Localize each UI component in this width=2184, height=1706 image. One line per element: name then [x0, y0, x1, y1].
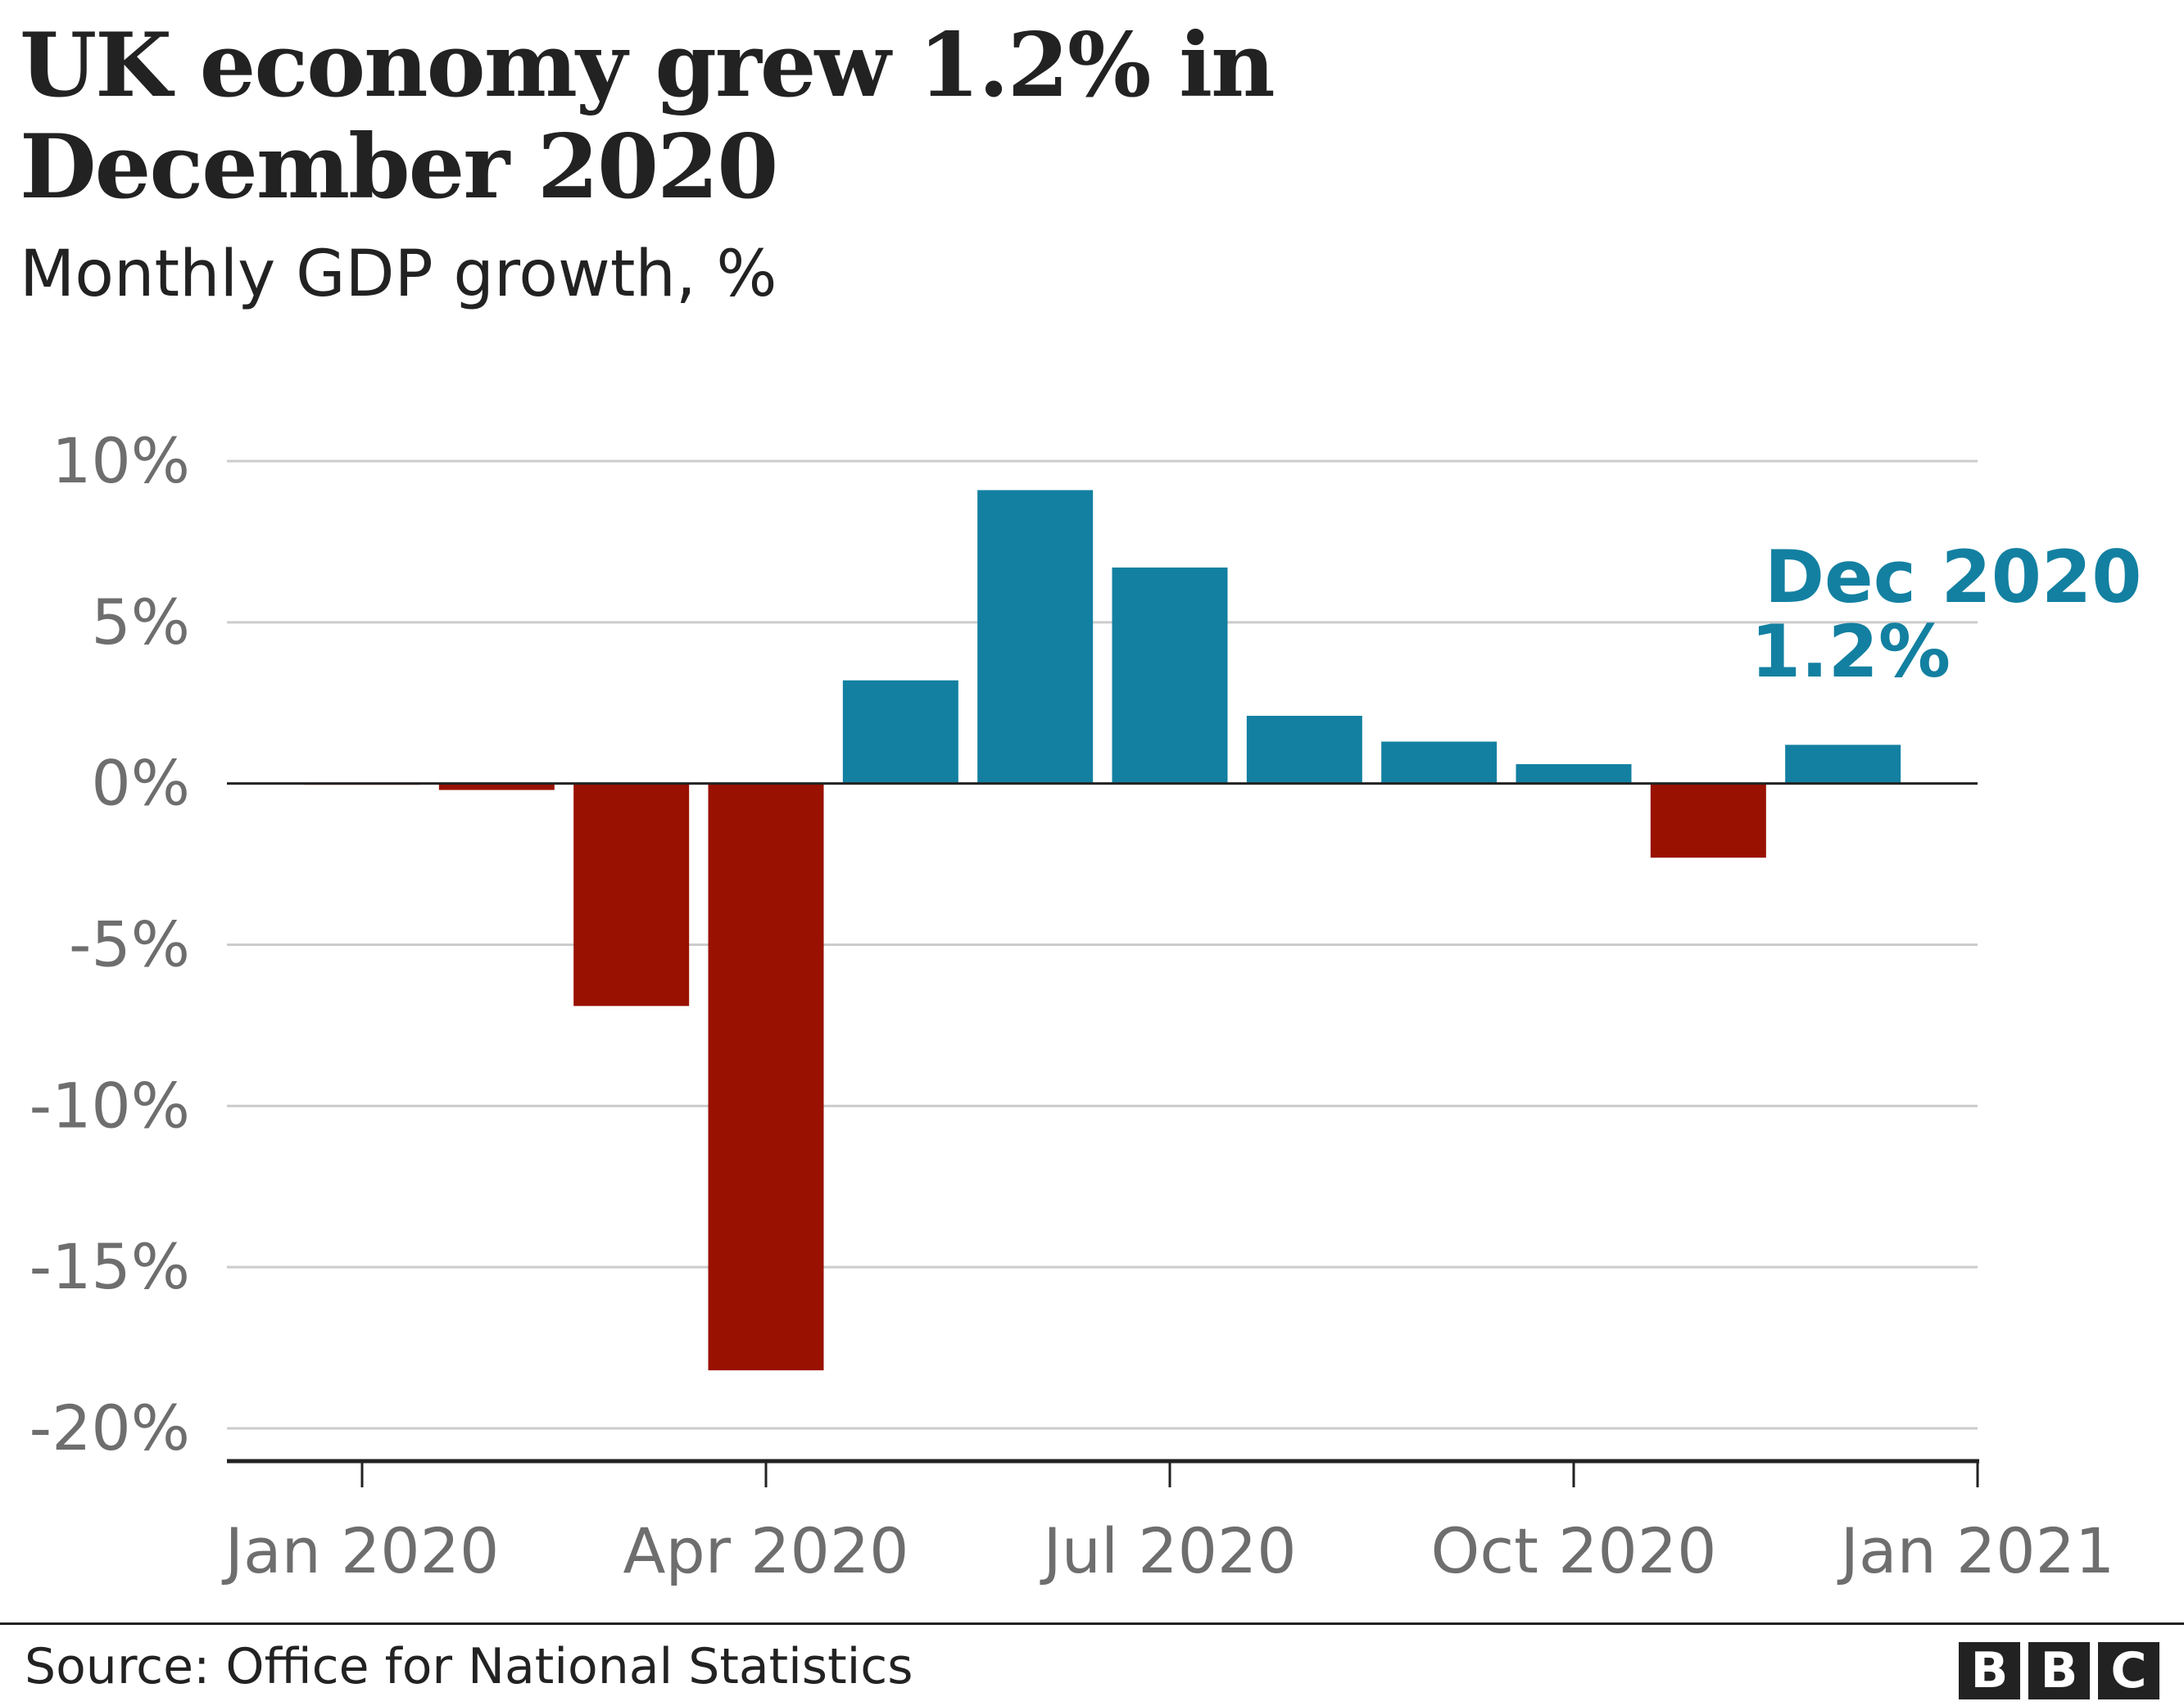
bar-oct-2020	[1516, 764, 1632, 784]
annotation-label: Dec 2020	[1765, 535, 2141, 619]
chart-subtitle: Monthly GDP growth, %	[20, 238, 777, 311]
x-tick-label: Jan 2020	[222, 1514, 500, 1587]
source-note: Source: Office for National Statistics	[25, 1638, 913, 1695]
bar-apr-2020	[708, 783, 824, 1371]
footer-divider	[0, 1622, 2184, 1625]
y-tick-label: 10%	[52, 424, 190, 497]
bar-sep-2020	[1381, 741, 1498, 784]
bar-jun-2020	[977, 490, 1094, 784]
x-tick-label: Jan 2021	[1837, 1514, 2115, 1587]
y-tick-label: 0%	[91, 747, 190, 820]
y-tick-label: -15%	[29, 1230, 190, 1303]
x-tick-label: Apr 2020	[623, 1514, 908, 1587]
bar-feb-2020	[438, 783, 555, 790]
x-tick-label: Oct 2020	[1431, 1514, 1717, 1587]
bar-jul-2020	[1112, 567, 1228, 784]
bar-mar-2020	[573, 783, 690, 1007]
bar-dec-2020	[1785, 744, 1901, 784]
y-tick-label: -10%	[29, 1069, 190, 1142]
chart-title: UK economy grew 1.2% in December 2020	[20, 14, 1276, 219]
y-tick-label: -5%	[69, 908, 190, 981]
bar-nov-2020	[1650, 783, 1766, 858]
x-tick-label: Jul 2020	[1040, 1514, 1296, 1587]
bar-aug-2020	[1246, 715, 1362, 784]
bar-may-2020	[842, 680, 958, 784]
annotation-value: 1.2%	[1751, 609, 1951, 694]
y-tick-label: 5%	[91, 586, 190, 658]
y-tick-label: -20%	[29, 1391, 190, 1464]
